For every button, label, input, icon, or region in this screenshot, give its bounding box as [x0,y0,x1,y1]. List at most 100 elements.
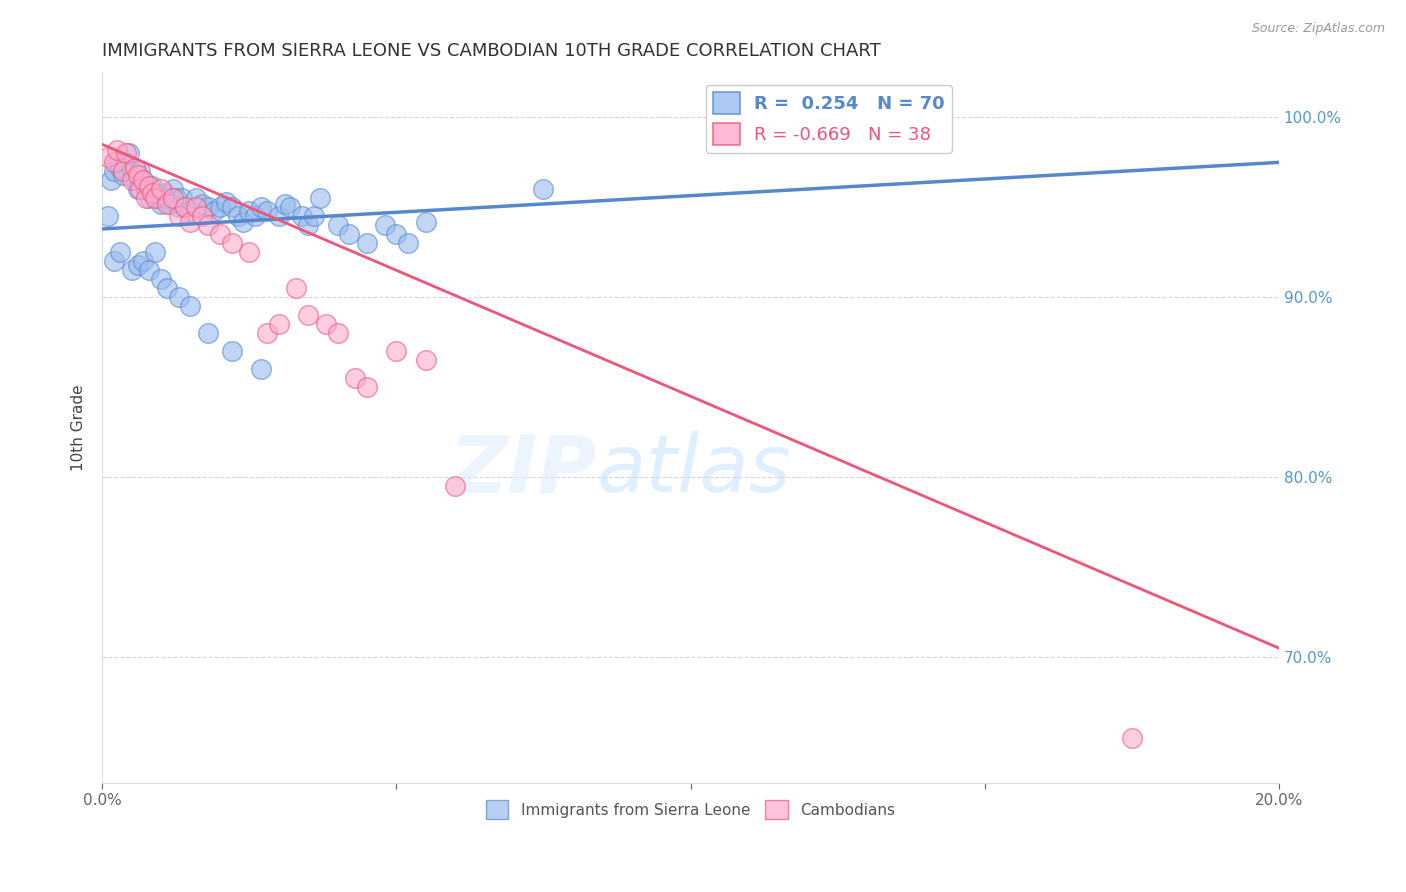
Point [108,245,131,260]
Point [374,219,396,233]
Point [197,326,219,341]
Point [167,290,190,304]
Point [124,173,146,187]
Point [250,200,273,214]
Point [138,178,160,193]
Point [197,219,219,233]
Point [135,191,157,205]
Point [118,146,141,161]
Point [344,371,367,385]
Point [108,161,131,175]
Point [165,191,187,205]
Point [135,182,157,196]
Point [202,203,225,218]
Point [302,210,325,224]
Point [111,164,134,178]
Point [1121,731,1143,745]
Point [127,258,149,272]
Point [173,200,195,214]
Point [208,200,231,214]
Point [280,200,302,214]
Point [297,308,319,322]
Point [114,146,136,161]
Point [103,155,125,169]
Point [208,227,231,242]
Point [121,173,143,187]
Point [100,173,122,187]
Point [179,299,201,313]
Point [326,219,349,233]
Point [533,182,555,196]
Point [143,186,166,200]
Point [285,281,308,295]
Text: ZIP: ZIP [449,432,596,509]
Point [150,272,173,286]
Point [114,155,136,169]
Point [191,210,214,224]
Point [132,173,155,187]
Point [385,227,408,242]
Point [256,326,278,341]
Point [250,362,273,376]
Point [153,186,176,200]
Point [129,164,152,178]
Point [162,191,184,205]
Point [215,194,238,209]
Point [159,196,181,211]
Point [315,318,337,332]
Point [179,215,201,229]
Point [162,182,184,196]
Point [243,210,266,224]
Point [138,263,160,277]
Point [170,191,193,205]
Point [267,318,290,332]
Point [121,263,143,277]
Point [121,164,143,178]
Text: Source: ZipAtlas.com: Source: ZipAtlas.com [1251,22,1385,36]
Point [267,210,290,224]
Point [309,191,332,205]
Point [124,161,146,175]
Text: IMMIGRANTS FROM SIERRA LEONE VS CAMBODIAN 10TH GRADE CORRELATION CHART: IMMIGRANTS FROM SIERRA LEONE VS CAMBODIA… [103,42,882,60]
Point [226,210,249,224]
Point [111,168,134,182]
Point [167,200,190,214]
Y-axis label: 10th Grade: 10th Grade [72,384,86,471]
Point [146,191,169,205]
Point [415,353,437,368]
Point [156,196,179,211]
Legend: Immigrants from Sierra Leone, Cambodians: Immigrants from Sierra Leone, Cambodians [479,794,901,825]
Point [256,203,278,218]
Point [97,150,120,164]
Point [105,143,128,157]
Point [186,191,208,205]
Point [197,200,219,214]
Point [103,254,125,268]
Point [337,227,360,242]
Point [221,344,243,359]
Point [238,203,260,218]
Point [105,155,128,169]
Point [127,182,149,196]
Point [356,236,378,251]
Point [156,191,179,205]
Point [150,196,173,211]
Point [415,215,437,229]
Point [238,245,260,260]
Point [444,479,467,493]
Point [179,203,201,218]
Point [232,215,254,229]
Point [143,191,166,205]
Point [273,196,295,211]
Point [141,186,163,200]
Point [138,191,160,205]
Point [221,236,243,251]
Point [326,326,349,341]
Point [291,210,314,224]
Point [385,344,408,359]
Text: atlas: atlas [596,432,792,509]
Point [127,168,149,182]
Point [356,380,378,394]
Point [191,196,214,211]
Point [297,219,319,233]
